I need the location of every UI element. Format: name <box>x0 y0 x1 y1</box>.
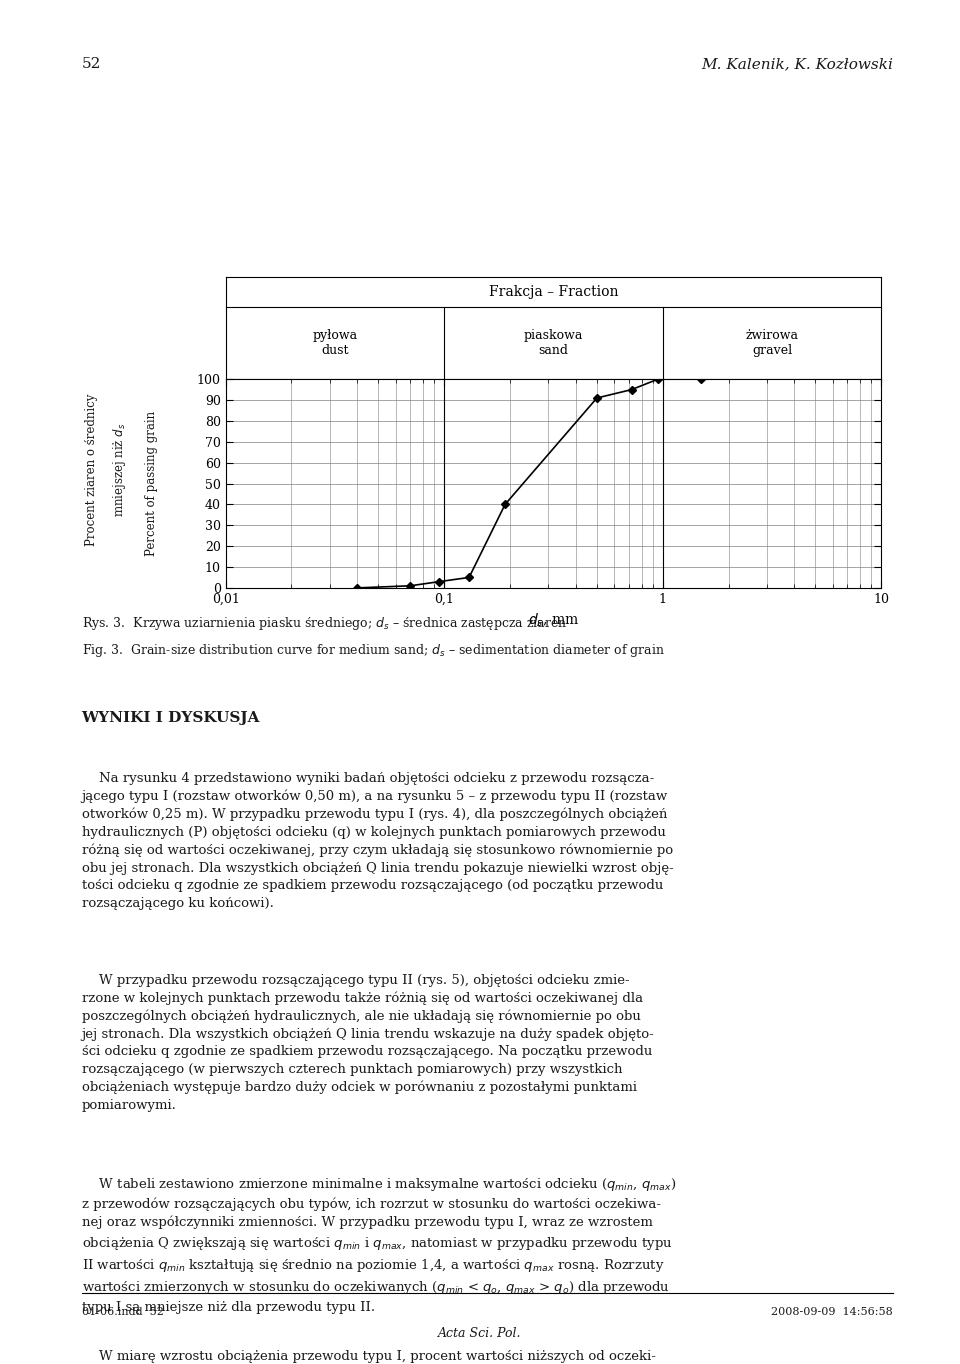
Text: piaskowa
sand: piaskowa sand <box>524 329 583 357</box>
Text: W tabeli zestawiono zmierzone minimalne i maksymalne wartości odcieku ($q_{min}$: W tabeli zestawiono zmierzone minimalne … <box>82 1176 676 1314</box>
Text: Fig. 3.  Grain-size distribution curve for medium sand; $d_s$ – sedimentation di: Fig. 3. Grain-size distribution curve fo… <box>82 642 664 659</box>
Text: Frakcja – Fraction: Frakcja – Fraction <box>489 285 618 299</box>
Text: 52: 52 <box>82 57 101 71</box>
Text: WYNIKI I DYSKUSJA: WYNIKI I DYSKUSJA <box>82 711 260 724</box>
Text: 2008-09-09  14:56:58: 2008-09-09 14:56:58 <box>771 1307 893 1316</box>
Text: żwirowa
gravel: żwirowa gravel <box>746 329 799 357</box>
Text: Percent of passing grain: Percent of passing grain <box>145 411 158 557</box>
Text: Acta Sci. Pol.: Acta Sci. Pol. <box>439 1327 521 1341</box>
Text: Procent ziaren o średnicy: Procent ziaren o średnicy <box>84 394 98 546</box>
Text: Na rysunku 4 przedstawiono wyniki badań objętości odcieku z przewodu rozsącza-
j: Na rysunku 4 przedstawiono wyniki badań … <box>82 772 673 910</box>
Text: pyłowa
dust: pyłowa dust <box>312 329 357 357</box>
X-axis label: $d_s$, mm: $d_s$, mm <box>528 611 579 629</box>
Text: mniejszej niż $d_s$: mniejszej niż $d_s$ <box>111 423 129 517</box>
Text: 01-06.indd  52: 01-06.indd 52 <box>82 1307 163 1316</box>
Text: W przypadku przewodu rozsączającego typu II (rys. 5), objętości odcieku zmie-
rz: W przypadku przewodu rozsączającego typu… <box>82 974 655 1112</box>
Text: Rys. 3.  Krzywa uziarnienia piasku średniego; $d_s$ – średnica zastępcza ziaren: Rys. 3. Krzywa uziarnienia piasku średni… <box>82 615 567 632</box>
Text: M. Kalenik, K. Kozłowski: M. Kalenik, K. Kozłowski <box>701 57 893 71</box>
Text: W miarę wzrostu obciążenia przewodu typu I, procent wartości niższych od oczeki-: W miarę wzrostu obciążenia przewodu typu… <box>82 1350 663 1364</box>
